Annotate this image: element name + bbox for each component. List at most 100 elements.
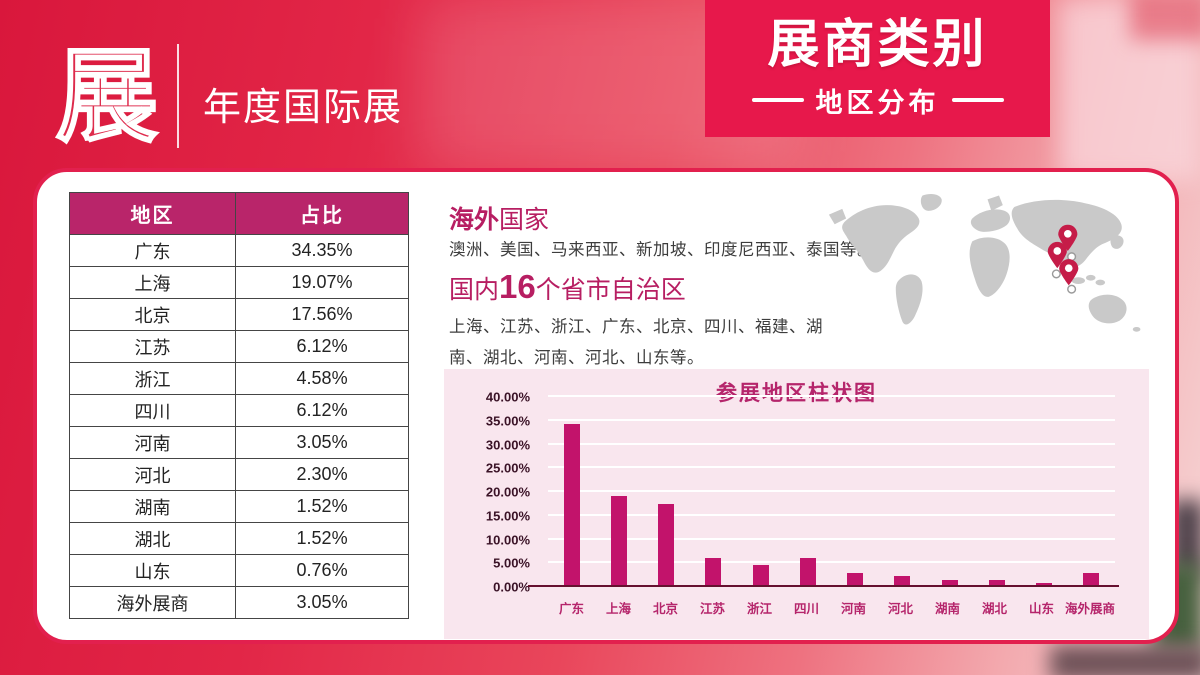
x-tick-label: 北京 — [652, 602, 678, 616]
table-cell: 3.05% — [235, 426, 409, 459]
subtitle-dash-right-icon — [951, 98, 1004, 103]
table-cell: 北京 — [68, 298, 237, 331]
title-banner: 展商类别 地区分布 — [705, 0, 1050, 137]
table-cell: 3.05% — [235, 586, 409, 619]
table-row: 山东 0.76% — [68, 554, 409, 587]
region-share-table: 地区 占比 广东 34.35% 上海 19.07% 北京 17.56% 江苏 6.12% 浙江 4… — [68, 192, 409, 619]
background-photo-red-detail — [1130, 0, 1200, 40]
bar-北京 — [658, 503, 675, 587]
x-tick-label: 河北 — [887, 602, 913, 616]
chart-title: 参展地区柱状图 — [716, 382, 877, 405]
domestic-province-count: 16 — [499, 268, 536, 305]
x-tick-label: 河南 — [840, 602, 866, 616]
bar-河南 — [847, 572, 864, 587]
bar-江苏 — [705, 557, 722, 587]
y-tick-label: 10.00% — [485, 532, 530, 547]
table-cell: 河北 — [68, 458, 237, 491]
bar-chart-panel: 参展地区柱状图 0.00% 5.00% 10.00% 15.00% 20.00% 25.0… — [444, 369, 1149, 639]
table-header-share: 占比 — [235, 192, 409, 235]
event-title: 年度国际展 — [203, 87, 404, 129]
bar-湖南 — [941, 579, 958, 587]
y-tick-label: 5.00% — [493, 555, 530, 571]
chart-gridline — [548, 561, 1115, 564]
table-cell: 19.07% — [235, 266, 409, 299]
overseas-heading-rest: 国家 — [499, 206, 550, 234]
page-title: 展商类别 — [767, 16, 988, 75]
domestic-heading: 国内16个省市自治区 — [449, 270, 686, 306]
background-photo-bottom — [1050, 645, 1200, 675]
table-header: 地区 占比 — [68, 192, 409, 235]
page-subtitle: 地区分布 — [815, 87, 940, 118]
table-row: 湖北 1.52% — [68, 522, 409, 555]
domestic-heading-suffix: 个省市自治区 — [535, 276, 686, 304]
chart-bars — [548, 397, 1115, 587]
table-cell: 1.52% — [235, 522, 409, 555]
x-tick-label: 广东 — [558, 602, 584, 616]
chart-gridline — [548, 395, 1115, 397]
y-tick-label: 0.00% — [493, 579, 530, 595]
table-row: 河北 2.30% — [68, 458, 409, 491]
chart-y-axis-labels: 0.00% 5.00% 10.00% 15.00% 20.00% 25.00% 30.00%… — [444, 390, 540, 595]
chart-gridline — [548, 418, 1115, 421]
header-divider — [177, 44, 179, 148]
table-cell: 广东 — [68, 234, 237, 267]
table-cell: 江苏 — [68, 330, 237, 363]
continent-south-america — [895, 274, 923, 325]
x-tick-label: 四川 — [793, 602, 819, 616]
x-tick-label: 湖南 — [934, 602, 960, 616]
chart-x-axis-line — [528, 585, 1119, 587]
table-cell: 0.76% — [235, 554, 409, 587]
bar-河北 — [894, 576, 911, 587]
table-row: 北京 17.56% — [68, 298, 409, 331]
chart-gridline — [548, 442, 1115, 445]
bar-column — [643, 503, 690, 587]
location-pin-icon — [1059, 259, 1079, 286]
bar-column — [1068, 572, 1115, 587]
table-row: 江苏 6.12% — [68, 330, 409, 363]
bar-column — [548, 423, 595, 587]
bar-column — [690, 557, 737, 587]
x-tick-label: 海外展商 — [1065, 602, 1116, 616]
x-tick-label: 上海 — [605, 602, 631, 616]
world-map — [828, 193, 1141, 332]
table-header-region: 地区 — [68, 192, 237, 235]
y-tick-label: 20.00% — [485, 484, 530, 500]
content-card: 地区 占比 广东 34.35% 上海 19.07% 北京 17.56% 江苏 6.12% 浙江 4… — [33, 168, 1179, 644]
subtitle-dash-left-icon — [751, 98, 804, 103]
bar-column — [832, 572, 879, 587]
bar-column — [784, 557, 831, 587]
overseas-heading: 海外国家 — [449, 200, 549, 236]
continent-africa — [969, 237, 1010, 297]
chart-gridline — [548, 466, 1115, 469]
region-table-body: 广东 34.35% 上海 19.07% 北京 17.56% 江苏 6.12% 浙江 4.58% 四川… — [68, 234, 409, 619]
x-tick-label: 浙江 — [746, 602, 772, 616]
chart-gridline — [548, 537, 1115, 540]
table-cell: 四川 — [68, 394, 237, 427]
location-pin-icon — [1047, 241, 1067, 269]
table-cell: 4.58% — [235, 362, 409, 395]
table-row: 四川 6.12% — [68, 394, 409, 427]
table-cell: 湖南 — [68, 490, 237, 523]
x-tick-label: 湖北 — [981, 602, 1007, 616]
chart-gridline — [548, 490, 1115, 492]
table-cell: 34.35% — [235, 234, 409, 267]
y-tick-label: 40.00% — [485, 389, 530, 405]
table-cell: 6.12% — [235, 394, 409, 427]
table-cell: 河南 — [68, 426, 237, 459]
table-cell: 湖北 — [68, 522, 237, 555]
continent-australia — [1088, 294, 1127, 324]
bar-湖北 — [988, 579, 1005, 587]
continent-alaska — [828, 208, 847, 225]
y-tick-label: 30.00% — [485, 437, 530, 452]
x-tick-label: 江苏 — [699, 602, 725, 616]
x-tick-label: 山东 — [1028, 602, 1054, 616]
continent-greenland — [920, 193, 942, 211]
table-cell: 1.52% — [235, 490, 409, 523]
table-cell: 上海 — [68, 266, 237, 299]
domestic-provinces-text: 上海、江苏、浙江、广东、北京、四川、福建、湖南、湖北、河南、河北、山东等。 — [449, 318, 823, 367]
table-cell: 山东 — [68, 554, 237, 587]
table-row: 海外展商 3.05% — [68, 586, 409, 619]
chart-x-axis-labels: 广东 上海 北京 江苏 浙江 四川 河南 河北 湖南 湖北 山东 海外展商 — [548, 598, 1115, 617]
table-cell: 2.30% — [235, 458, 409, 491]
